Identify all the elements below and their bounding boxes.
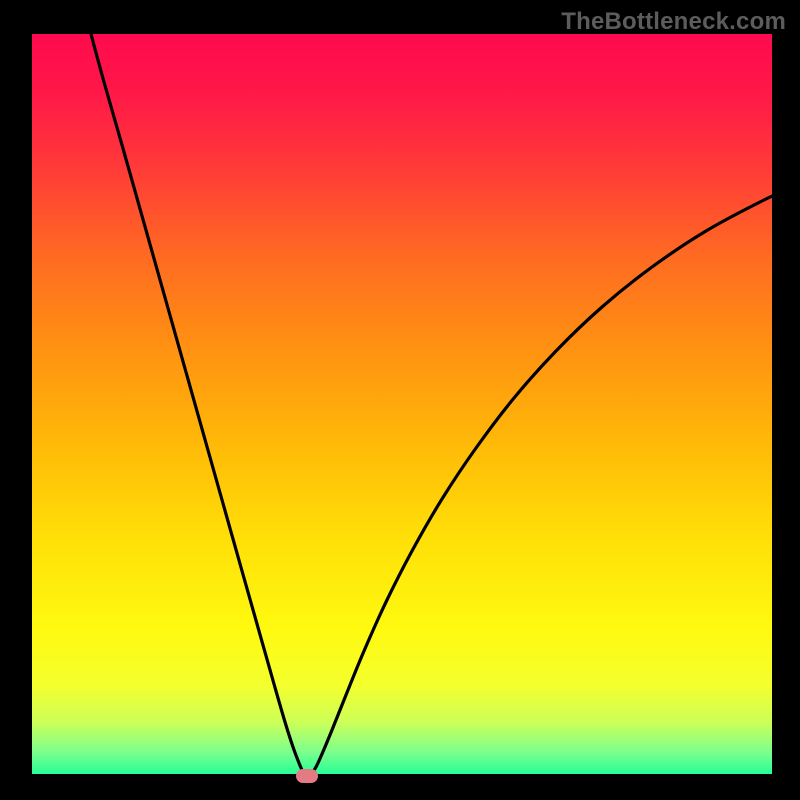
chart-container: TheBottleneck.com [0, 0, 800, 800]
gradient-plot-area [32, 34, 772, 774]
watermark-text: TheBottleneck.com [561, 8, 786, 36]
minimum-marker [296, 769, 318, 783]
